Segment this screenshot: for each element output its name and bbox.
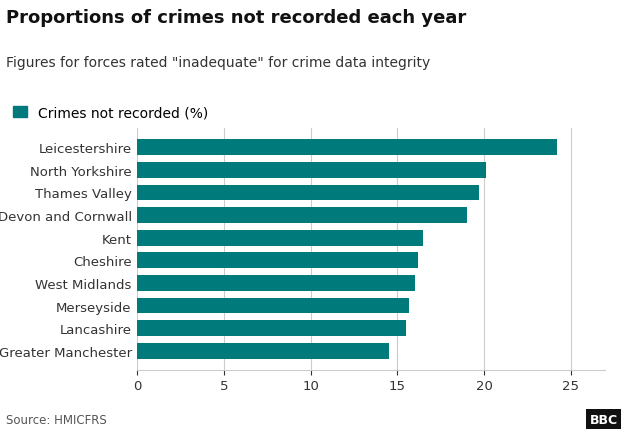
Bar (137, 140, 557, 156)
Text: Figures for forces rated "inadequate" for crime data integrity: Figures for forces rated "inadequate" fo… (6, 56, 431, 70)
Bar (137, 253, 418, 269)
Legend: Crimes not recorded (%): Crimes not recorded (%) (13, 106, 208, 120)
Text: Proportions of crimes not recorded each year: Proportions of crimes not recorded each … (6, 9, 467, 27)
Bar (137, 343, 389, 359)
Bar (137, 275, 414, 291)
Bar (137, 163, 485, 178)
Text: BBC: BBC (590, 413, 618, 426)
Text: Source: HMICFRS: Source: HMICFRS (6, 413, 107, 426)
Bar (137, 230, 423, 246)
Bar (137, 298, 409, 314)
Bar (137, 185, 479, 201)
Bar (137, 208, 467, 224)
Bar (137, 320, 406, 336)
